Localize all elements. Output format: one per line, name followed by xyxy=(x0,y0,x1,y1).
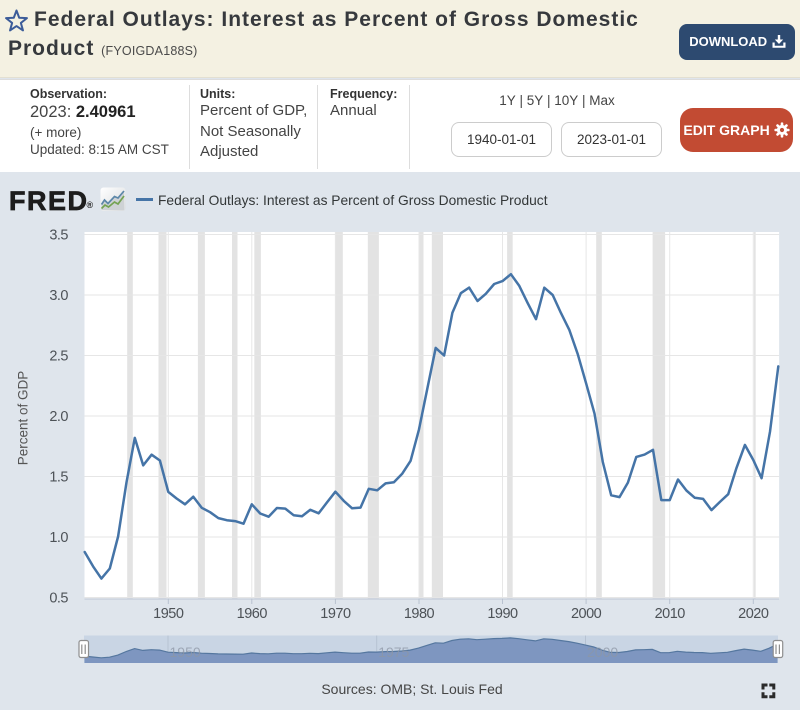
svg-text:1950: 1950 xyxy=(153,606,184,622)
svg-text:2000: 2000 xyxy=(587,644,618,660)
svg-text:2.5: 2.5 xyxy=(49,349,68,365)
svg-text:1970: 1970 xyxy=(320,606,351,622)
svg-text:2010: 2010 xyxy=(655,606,686,622)
svg-text:1960: 1960 xyxy=(237,606,268,622)
svg-text:1975: 1975 xyxy=(378,644,409,660)
svg-text:3.0: 3.0 xyxy=(49,288,68,304)
svg-text:Percent of GDP: Percent of GDP xyxy=(16,371,31,466)
svg-text:0.5: 0.5 xyxy=(49,591,68,607)
svg-text:2020: 2020 xyxy=(738,606,769,622)
svg-text:1.0: 1.0 xyxy=(49,530,68,546)
svg-text:1980: 1980 xyxy=(404,606,435,622)
svg-text:2.0: 2.0 xyxy=(49,409,68,425)
svg-text:3.5: 3.5 xyxy=(49,228,68,244)
svg-text:1950: 1950 xyxy=(170,644,201,660)
svg-text:1.5: 1.5 xyxy=(49,470,68,486)
svg-text:2000: 2000 xyxy=(571,606,602,622)
svg-text:1990: 1990 xyxy=(487,606,518,622)
